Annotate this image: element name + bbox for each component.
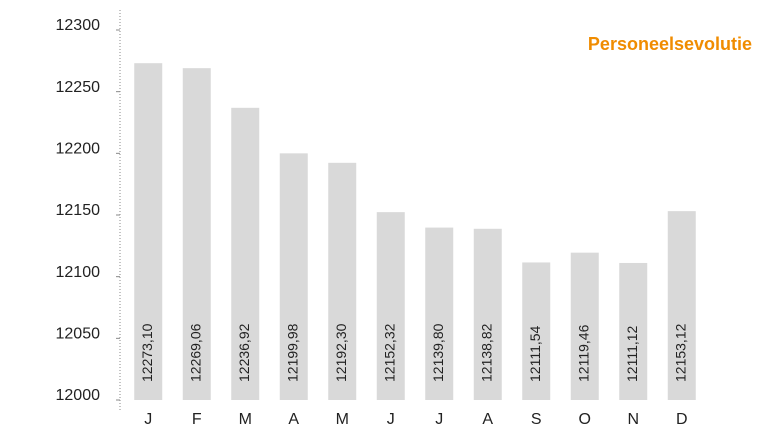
x-tick-label: O <box>579 411 591 428</box>
bar <box>231 107 260 400</box>
bar <box>425 227 454 400</box>
y-tick-label: 12000 <box>56 387 101 404</box>
bar <box>570 252 599 400</box>
value-label: 12153,12 <box>672 323 688 382</box>
value-label: 12236,92 <box>236 323 252 382</box>
bar <box>182 68 211 400</box>
x-tick-label: S <box>531 411 542 428</box>
chart-title: Personeelsevolutie <box>588 34 752 54</box>
bar <box>279 153 308 400</box>
y-tick-label: 12150 <box>56 202 101 219</box>
value-label: 12139,80 <box>430 323 446 382</box>
x-tick-label: N <box>627 411 639 428</box>
x-tick-label: F <box>192 411 202 428</box>
x-tick-label: A <box>482 411 493 428</box>
bar <box>619 262 648 400</box>
bar <box>328 162 357 400</box>
value-label: 12273,10 <box>139 323 155 382</box>
x-tick-label: M <box>239 411 252 428</box>
bar <box>667 211 696 400</box>
value-label: 12192,30 <box>333 323 349 382</box>
value-label: 12152,32 <box>381 323 397 382</box>
value-label: 12111,54 <box>527 325 543 382</box>
x-tick-label: M <box>336 411 349 428</box>
x-tick-label: J <box>387 411 395 428</box>
value-label: 12119,46 <box>575 324 591 382</box>
bar <box>376 212 405 400</box>
y-tick-label: 12300 <box>56 17 101 34</box>
bar <box>134 63 163 400</box>
x-tick-label: D <box>676 411 688 428</box>
bar <box>522 262 551 400</box>
x-tick-label: J <box>144 411 152 428</box>
x-tick-label: A <box>288 411 299 428</box>
value-label: 12199,98 <box>284 323 300 382</box>
y-tick-label: 12250 <box>56 79 101 96</box>
value-label: 12138,82 <box>478 323 494 382</box>
value-label: 12269,06 <box>187 323 203 382</box>
value-label: 12111,12 <box>624 325 640 382</box>
y-tick-label: 12100 <box>56 264 101 281</box>
bar <box>473 228 502 400</box>
y-tick-label: 12200 <box>56 141 101 158</box>
x-tick-label: J <box>435 411 443 428</box>
y-tick-label: 12050 <box>56 326 101 343</box>
